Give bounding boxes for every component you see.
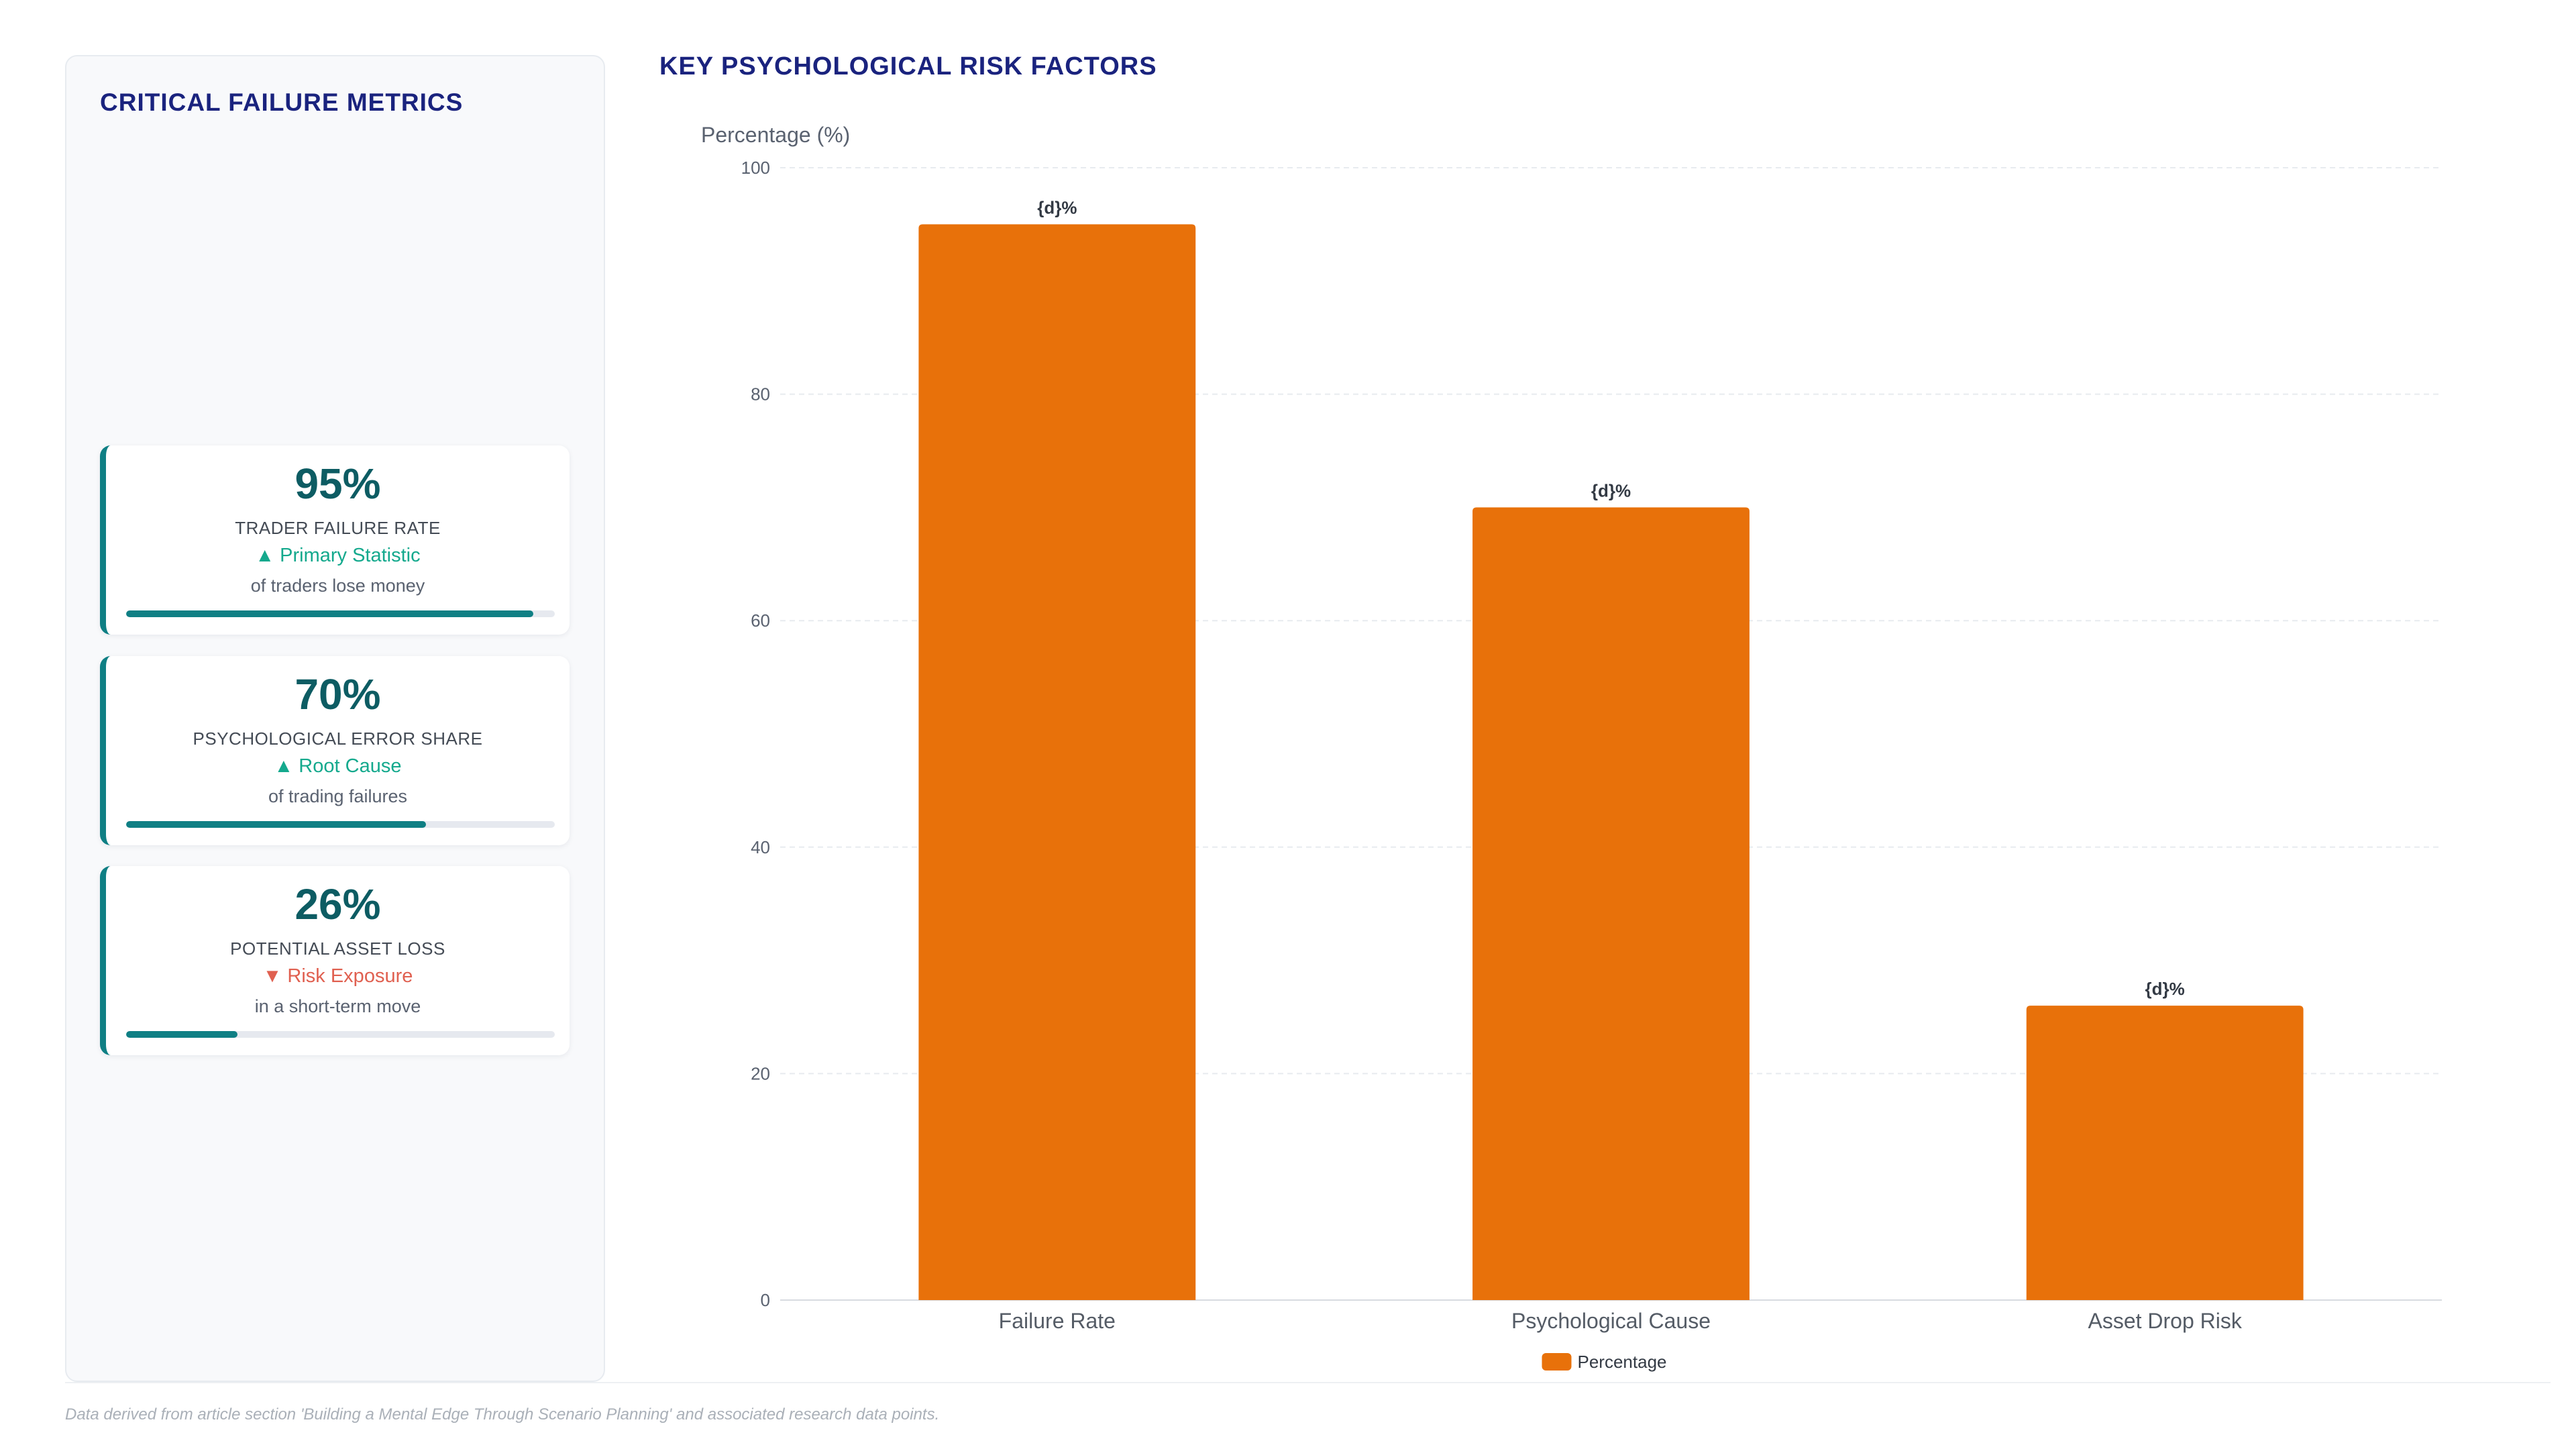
metric-card-psychological-error: 70% PSYCHOLOGICAL ERROR SHARE ▲ Root Cau… <box>100 656 570 845</box>
footer-divider <box>65 1382 2551 1383</box>
bar-asset-drop-risk[interactable] <box>2026 1006 2304 1300</box>
metric-progress-track <box>126 1031 555 1038</box>
metric-progress-track <box>126 610 555 617</box>
metric-card-failure-rate: 95% TRADER FAILURE RATE ▲ Primary Statis… <box>100 445 570 635</box>
metric-progress-track <box>126 821 555 828</box>
y-tick-label: 0 <box>761 1290 770 1310</box>
metric-value: 26% <box>294 880 381 928</box>
bar-psychological-cause[interactable] <box>1472 507 1750 1300</box>
bar-failure-rate[interactable] <box>918 224 1196 1300</box>
metric-trend: ▲ Primary Statistic <box>255 545 421 566</box>
data-label: {d}% <box>2145 979 2185 999</box>
metric-label: PSYCHOLOGICAL ERROR SHARE <box>193 729 483 749</box>
metric-trend: ▼ Risk Exposure <box>262 965 413 987</box>
metric-progress-fill <box>126 610 534 617</box>
metric-label: TRADER FAILURE RATE <box>235 518 441 538</box>
data-label: {d}% <box>1037 197 1077 217</box>
x-tick-label: Asset Drop Risk <box>2088 1309 2242 1333</box>
metric-value: 70% <box>294 670 381 718</box>
metric-description: in a short-term move <box>254 996 421 1016</box>
legend-swatch[interactable] <box>1542 1353 1572 1371</box>
y-tick-label: 100 <box>741 158 770 178</box>
y-tick-label: 80 <box>751 384 770 405</box>
y-axis-label: Percentage (%) <box>701 123 850 147</box>
x-tick-label: Psychological Cause <box>1511 1309 1711 1333</box>
sidebar-title: CRITICAL FAILURE METRICS <box>100 89 464 116</box>
metric-label: POTENTIAL ASSET LOSS <box>230 938 445 959</box>
metric-progress-fill <box>126 1031 238 1038</box>
x-tick-label: Failure Rate <box>999 1309 1116 1333</box>
metric-card-asset-loss: 26% POTENTIAL ASSET LOSS ▼ Risk Exposure… <box>100 866 570 1055</box>
metric-trend: ▲ Root Cause <box>274 755 402 777</box>
data-label: {d}% <box>1591 480 1631 500</box>
metric-value: 95% <box>294 460 381 508</box>
footnote: Data derived from article section 'Build… <box>65 1405 940 1424</box>
y-tick-label: 40 <box>751 837 770 857</box>
chart-title: KEY PSYCHOLOGICAL RISK FACTORS <box>659 52 1157 80</box>
y-tick-label: 20 <box>751 1063 770 1083</box>
legend-label: Percentage <box>1578 1352 1667 1372</box>
metric-progress-fill <box>126 821 427 828</box>
y-tick-label: 60 <box>751 610 770 631</box>
metrics-sidebar: CRITICAL FAILURE METRICS 95% TRADER FAIL… <box>65 55 605 1382</box>
metric-description: of traders lose money <box>250 576 425 596</box>
metric-description: of trading failures <box>268 786 408 806</box>
